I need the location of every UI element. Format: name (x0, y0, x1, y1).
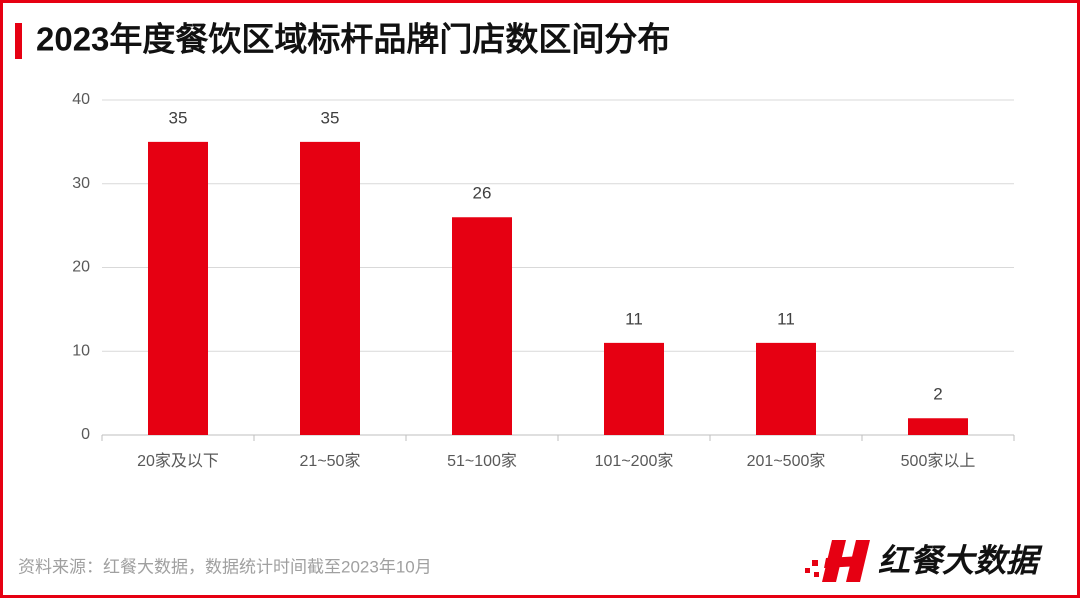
y-tick-label: 0 (81, 426, 90, 443)
title-accent (15, 23, 22, 59)
chart-title: 2023年度餐饮区域标杆品牌门店数区间分布 (36, 21, 670, 58)
x-tick-label: 201~500家 (747, 452, 826, 470)
value-label: 2 (933, 385, 942, 404)
value-label: 11 (777, 309, 795, 328)
source-note: 资料来源：红餐大数据，数据统计时间截至2023年10月 (18, 557, 432, 576)
x-tick-label: 101~200家 (595, 452, 674, 470)
value-label: 11 (625, 309, 643, 328)
x-tick-label: 51~100家 (447, 452, 517, 470)
value-label: 26 (473, 184, 492, 203)
y-tick-label: 40 (72, 91, 90, 108)
bar (908, 418, 968, 435)
bar (148, 141, 208, 435)
logo-icon (805, 540, 870, 582)
bar (604, 342, 664, 435)
bar (300, 141, 360, 435)
logo-text: 红餐大数据 (878, 542, 1043, 578)
x-tick-label: 20家及以下 (137, 452, 219, 470)
bar (756, 342, 816, 435)
y-tick-label: 10 (72, 342, 90, 359)
value-label: 35 (321, 108, 340, 127)
y-tick-label: 20 (72, 259, 90, 276)
x-tick-label: 21~50家 (300, 452, 361, 470)
x-tick-label: 500家以上 (901, 452, 976, 470)
y-tick-label: 30 (72, 175, 90, 192)
value-label: 35 (169, 108, 188, 127)
bar (452, 217, 512, 435)
